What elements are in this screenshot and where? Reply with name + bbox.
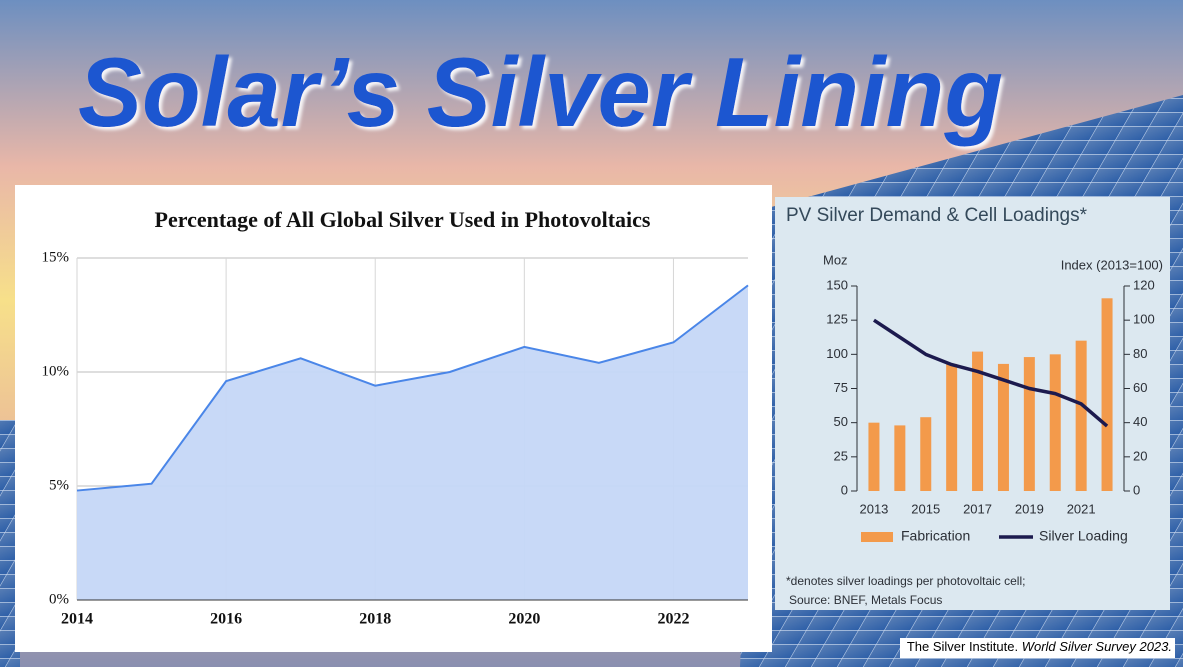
y2-tick-label: 20 [1133, 448, 1147, 463]
bar [1101, 298, 1113, 491]
bar [997, 363, 1009, 491]
y-tick-label: 75 [834, 380, 848, 395]
y-tick-label: 5% [49, 477, 69, 493]
credit-org: The Silver Institute. [907, 639, 1018, 654]
credit-publication: World Silver Survey 2023. [1022, 639, 1172, 654]
bar [894, 425, 906, 491]
footnote: *denotes silver loadings per photovoltai… [786, 574, 1025, 588]
y2-tick-label: 40 [1133, 414, 1147, 429]
bar [1049, 354, 1061, 491]
credit-box [900, 638, 1175, 658]
x-tick-label: 2014 [61, 611, 93, 628]
x-tick-label: 2016 [210, 611, 242, 628]
x-tick-label: 2021 [1067, 501, 1096, 516]
chart-title: PV Silver Demand & Cell Loadings* [786, 205, 1088, 226]
bar [972, 351, 984, 491]
y-tick-label: 15% [42, 249, 70, 265]
x-tick-label: 2013 [859, 501, 888, 516]
y2-axis-label: Index (2013=100) [1061, 257, 1163, 272]
y-tick-label: 50 [834, 414, 848, 429]
y-tick-label: 0% [49, 591, 69, 607]
y-tick-label: 125 [826, 312, 848, 327]
y2-tick-label: 100 [1133, 312, 1155, 327]
x-tick-label: 2017 [963, 501, 992, 516]
y2-tick-label: 0 [1133, 482, 1140, 497]
y-axis-label: Moz [823, 252, 848, 267]
y-tick-label: 25 [834, 448, 848, 463]
legend-label: Fabrication [901, 528, 970, 544]
x-tick-label: 2022 [657, 611, 689, 628]
area-fill [77, 285, 748, 600]
chart-title: Percentage of All Global Silver Used in … [155, 207, 651, 232]
bar [1023, 357, 1035, 491]
legend-swatch [861, 532, 893, 542]
bar [868, 422, 880, 491]
line [76, 284, 749, 492]
bar [946, 363, 958, 491]
x-tick-label: 2019 [1015, 501, 1044, 516]
y-tick-label: 150 [826, 277, 848, 292]
y2-tick-label: 80 [1133, 346, 1147, 361]
x-tick-label: 2015 [911, 501, 940, 516]
y2-tick-label: 120 [1133, 277, 1155, 292]
legend-label: Silver Loading [1039, 528, 1128, 544]
y-tick-label: 10% [42, 363, 70, 379]
bar [920, 417, 932, 491]
y-tick-label: 0 [841, 482, 848, 497]
y-tick-label: 100 [826, 346, 848, 361]
x-tick-label: 2020 [508, 611, 540, 628]
bar [1075, 340, 1087, 491]
x-tick-label: 2018 [359, 611, 391, 628]
line [872, 318, 1109, 428]
footnote: Source: BNEF, Metals Focus [789, 593, 942, 607]
credit: The Silver Institute. World Silver Surve… [907, 639, 1172, 654]
main-title: Solar’s Silver Lining [78, 37, 1003, 147]
y2-tick-label: 60 [1133, 380, 1147, 395]
